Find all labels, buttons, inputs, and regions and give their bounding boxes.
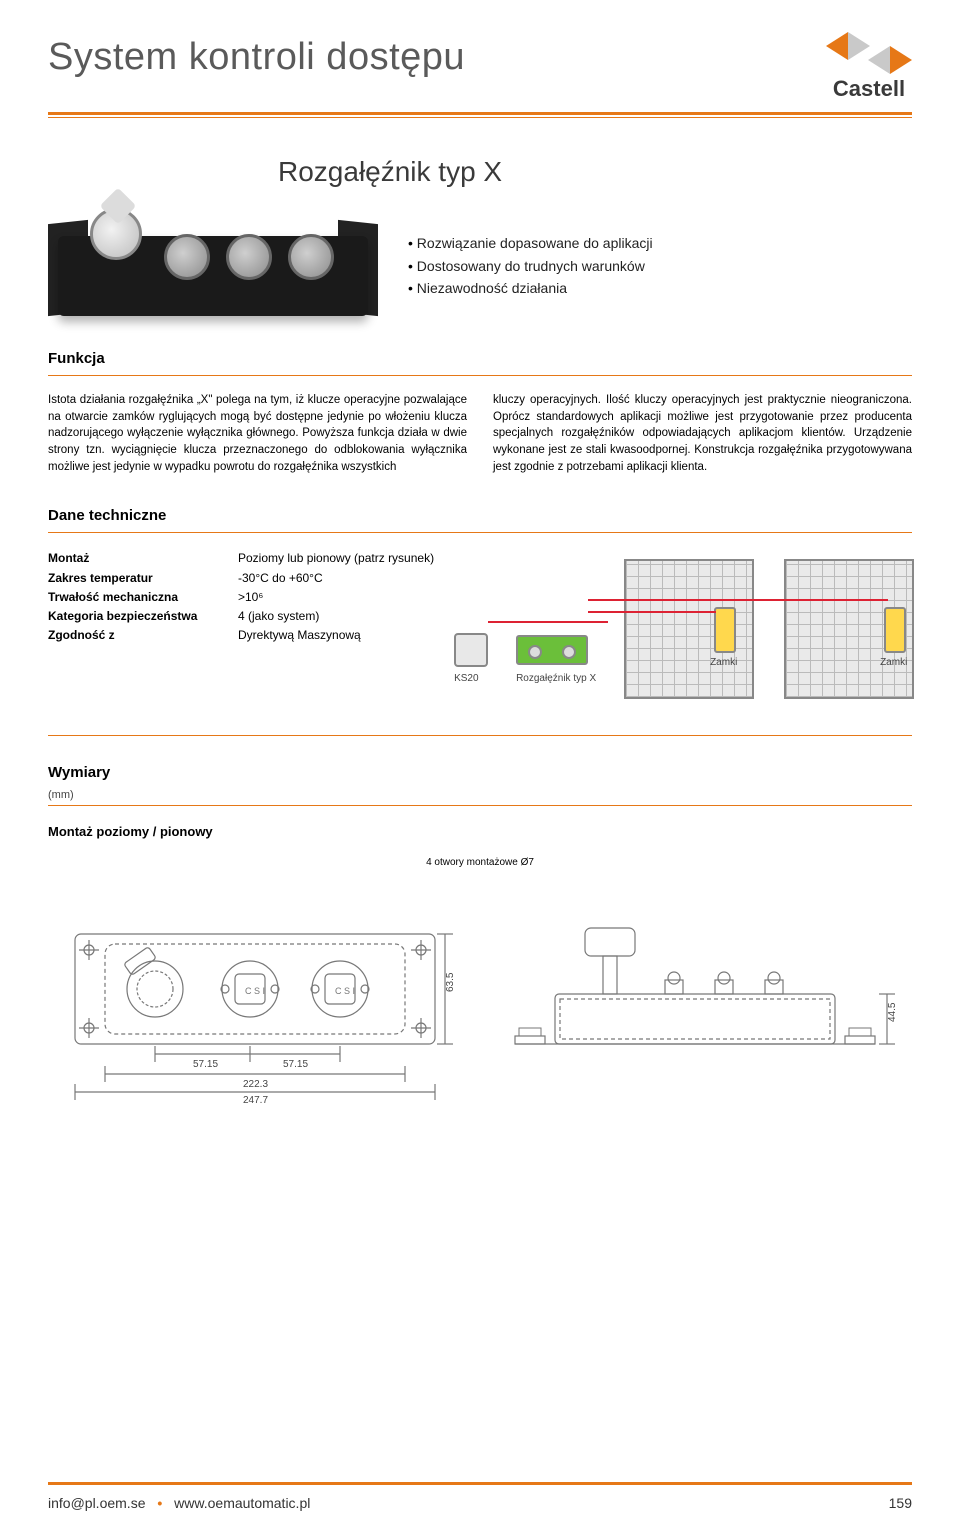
feature-bullets: Rozwiązanie dopasowane do aplikacji Dost… — [408, 232, 653, 299]
divider — [48, 375, 912, 376]
brand-logo: Castell — [826, 32, 912, 102]
table-row: Zakres temperatur-30°C do +60°C — [48, 569, 434, 588]
header: System kontroli dostępu Castell — [48, 36, 912, 102]
dimensions-block: Wymiary (mm) Montaż poziomy / pionowy 4 … — [48, 764, 912, 1104]
holes-note: 4 otwory montażowe Ø7 — [48, 857, 912, 868]
dim-label: 57.15 — [193, 1059, 218, 1070]
page-footer: info@pl.oem.se • www.oemautomatic.pl 159 — [48, 1482, 912, 1511]
footer-contact: info@pl.oem.se • www.oemautomatic.pl — [48, 1495, 310, 1511]
schematic-label: Zamki — [880, 657, 907, 668]
lock-icon — [884, 607, 906, 653]
mounting-heading: Montaż poziomy / pionowy — [48, 824, 912, 839]
front-view-drawing: C S I C S I — [65, 894, 455, 1104]
section-heading-dims: Wymiary — [48, 764, 912, 781]
list-item: Rozwiązanie dopasowane do aplikacji — [408, 232, 653, 254]
footer-web: www.oemautomatic.pl — [174, 1495, 310, 1511]
divider — [48, 112, 912, 115]
divider — [48, 532, 912, 533]
svg-text:C S I: C S I — [245, 986, 265, 996]
tech-row: MontażPoziomy lub pionowy (patrz rysunek… — [48, 549, 912, 709]
side-view-drawing: 44.5 — [505, 894, 895, 1104]
function-text: Istota działania rozgałęźnika „X" polega… — [48, 392, 912, 475]
section-heading-function: Funkcja — [48, 350, 912, 367]
unit-label: (mm) — [48, 789, 912, 801]
document-title: System kontroli dostępu — [48, 36, 465, 79]
brand-name: Castell — [826, 76, 912, 102]
hero-row: Rozwiązanie dopasowane do aplikacji Dost… — [48, 206, 912, 326]
schematic-label: KS20 — [454, 673, 478, 684]
paragraph: Istota działania rozgałęźnika „X" polega… — [48, 392, 467, 475]
dim-label: 247.7 — [243, 1095, 268, 1104]
application-schematic: KS20 Rozgałęźnik typ X Zamki Zamki — [454, 549, 912, 709]
tech-table: MontażPoziomy lub pionowy (patrz rysunek… — [48, 549, 434, 645]
footer-email: info@pl.oem.se — [48, 1495, 145, 1511]
branch-icon — [516, 635, 588, 665]
logo-icon — [826, 32, 912, 74]
svg-text:C S I: C S I — [335, 986, 355, 996]
section-heading-tech: Dane techniczne — [48, 507, 912, 524]
ks20-icon — [454, 633, 488, 667]
product-photo — [48, 206, 378, 326]
page-number: 159 — [889, 1495, 912, 1511]
divider — [48, 117, 912, 118]
divider — [48, 735, 912, 736]
schematic-label: Zamki — [710, 657, 737, 668]
table-row: MontażPoziomy lub pionowy (patrz rysunek… — [48, 549, 434, 568]
dim-label: 63.5 — [445, 972, 455, 992]
product-subtitle: Rozgałęźnik typ X — [278, 156, 912, 188]
list-item: Niezawodność działania — [408, 277, 653, 299]
paragraph: kluczy operacyjnych. Ilość kluczy operac… — [493, 392, 912, 475]
bullet-icon: • — [157, 1495, 162, 1511]
table-row: Kategoria bezpieczeństwa4 (jako system) — [48, 607, 434, 626]
drawings: C S I C S I — [48, 894, 912, 1104]
dim-label: 222.3 — [243, 1079, 268, 1090]
table-row: Zgodność zDyrektywą Maszynową — [48, 626, 434, 645]
schematic-label: Rozgałęźnik typ X — [516, 673, 596, 684]
divider — [48, 805, 912, 806]
table-row: Trwałość mechaniczna>10⁶ — [48, 588, 434, 607]
dim-label: 57.15 — [283, 1059, 308, 1070]
lock-icon — [714, 607, 736, 653]
list-item: Dostosowany do trudnych warunków — [408, 255, 653, 277]
dim-label: 44.5 — [887, 1002, 895, 1022]
